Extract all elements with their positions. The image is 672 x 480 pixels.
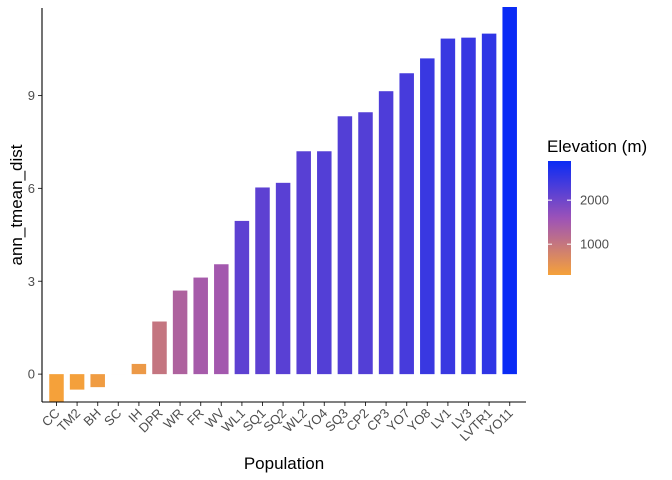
y-tick-label: 9 xyxy=(28,88,35,103)
bar-yo11 xyxy=(502,7,517,375)
bar-ih xyxy=(131,363,147,375)
legend-tick-label: 1000 xyxy=(580,237,609,252)
y-axis-title: ann_tmean_dist xyxy=(7,144,26,265)
x-tick-label: FR xyxy=(184,406,207,429)
bar-cc xyxy=(49,374,64,402)
bar-sq3 xyxy=(337,116,353,375)
y-tick-label: 0 xyxy=(28,367,35,382)
bar-yo8 xyxy=(420,58,435,375)
y-tick-label: 3 xyxy=(28,274,35,289)
x-tick-label: SC xyxy=(101,406,124,429)
legend-tick-label: 2000 xyxy=(580,193,609,208)
bar-sq1 xyxy=(255,187,270,375)
bar-yo7 xyxy=(399,73,414,375)
legend-colorbar xyxy=(548,161,571,275)
bar-wl1 xyxy=(234,220,250,375)
bar-sq2 xyxy=(275,182,291,375)
bar-wr xyxy=(172,290,188,375)
x-axis-title: Population xyxy=(244,454,324,473)
x-tick-label: TM2 xyxy=(54,406,83,435)
bar-wl2 xyxy=(296,151,311,375)
bar-bh xyxy=(90,374,105,388)
bar-cp2 xyxy=(358,112,373,375)
bar-tm2 xyxy=(69,374,85,390)
legend: Elevation (m) 1000 2000 xyxy=(547,137,647,275)
bar-dpr xyxy=(152,321,167,375)
bar-wv xyxy=(214,264,229,375)
y-axis-ticks: 0 3 6 9 xyxy=(28,88,42,382)
legend-title: Elevation (m) xyxy=(547,137,647,156)
bar-yo4 xyxy=(317,151,332,375)
x-tick-label: WR xyxy=(160,406,186,432)
bar-lv1 xyxy=(440,38,456,375)
legend-ticks: 1000 2000 xyxy=(548,193,609,252)
bar-fr xyxy=(193,277,208,375)
x-tick-label: BH xyxy=(80,406,103,429)
bars-group xyxy=(49,7,517,402)
y-tick-label: 6 xyxy=(28,181,35,196)
bar-lvtr1 xyxy=(481,33,497,375)
bar-lv3 xyxy=(461,37,476,375)
bar-cp3 xyxy=(378,91,394,375)
